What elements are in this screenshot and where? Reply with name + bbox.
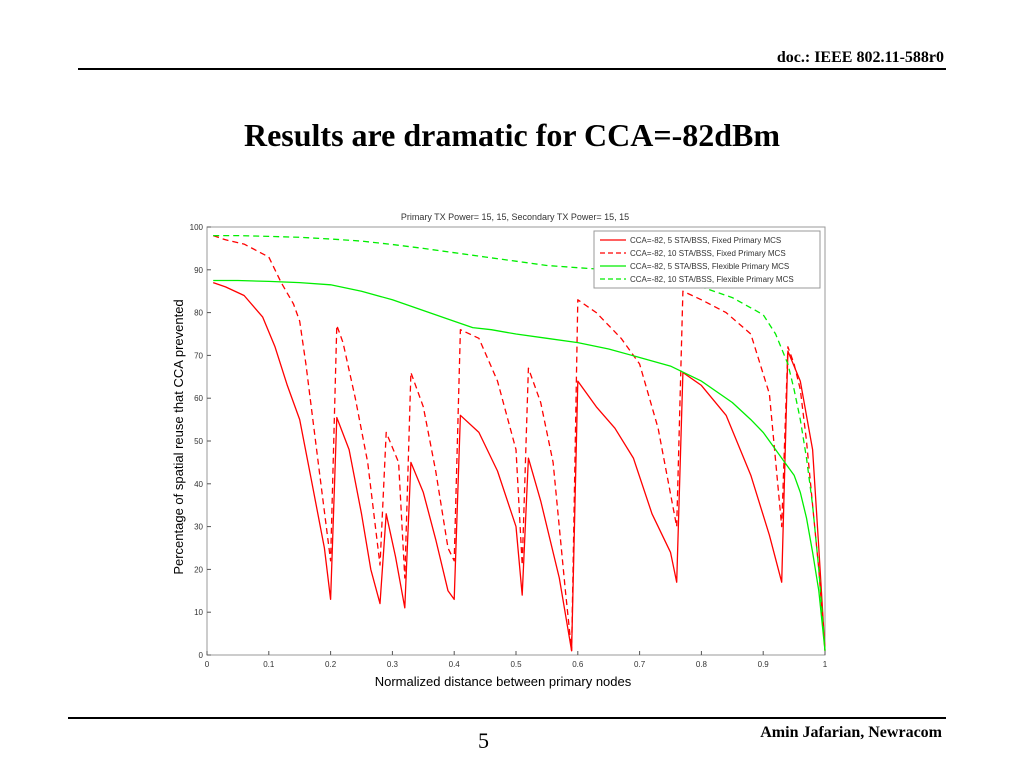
doc-id: doc.: IEEE 802.11-588r0 [776,49,944,66]
chart-legend: CCA=-82, 5 STA/BSS, Fixed Primary MCS CCA… [593,230,821,289]
y-tick-label: 0 [199,651,204,660]
y-tick-label: 30 [194,523,203,532]
y-tick-label: 50 [194,437,203,446]
legend-entry: CCA=-82, 5 STA/BSS, Fixed Primary MCS [630,236,781,245]
legend-entry: CCA=-82, 5 STA/BSS, Flexible Primary MCS [630,262,789,271]
x-tick-label: 0.8 [696,660,708,669]
y-tick-label: 10 [194,608,203,617]
x-tick-label: 0.5 [510,660,522,669]
x-tick-label: 0.6 [572,660,584,669]
y-tick-label: 70 [194,351,203,360]
x-tick-label: 0.9 [758,660,770,669]
x-tick-label: 1 [823,660,828,669]
series-line-3 [213,279,826,651]
y-tick-label: 100 [190,223,204,232]
series-line-4 [213,234,826,651]
x-tick-label: 0.3 [387,660,399,669]
slide-title: Results are dramatic for CCA=-82dBm [243,117,781,153]
footer-rule [68,717,946,719]
y-axis-label: Percentage of spatial reuse that CCA pre… [171,299,186,574]
legend-entry: CCA=-82, 10 STA/BSS, Flexible Primary MC… [630,275,794,284]
y-tick-label: 40 [194,480,203,489]
legend-entry: CCA=-82, 10 STA/BSS, Fixed Primary MCS [630,249,786,258]
page-number: 5 [478,728,489,753]
x-axis-label: Normalized distance between primary node… [375,674,632,689]
author-name: Amin Jafarian, Newracom [760,724,942,741]
plot-area [206,226,826,656]
x-tick-label: 0.4 [449,660,461,669]
x-tick-label: 0.1 [263,660,275,669]
x-tick-label: 0 [205,660,210,669]
chart-title: Primary TX Power= 15, 15, Secondary TX P… [401,212,629,222]
series-layer [212,234,826,652]
y-tick-label: 90 [194,266,203,275]
axis-ticks: 0 0.1 0.2 0.3 0.4 0.5 0.6 0.7 0.8 0.9 101020304050… [190,223,828,669]
legend-box [593,230,821,289]
header-rule [78,68,946,70]
x-tick-label: 0.7 [634,660,646,669]
series-line-1 [212,281,826,652]
y-tick-label: 60 [194,394,203,403]
series-line-2 [212,234,826,652]
y-tick-label: 80 [194,309,203,318]
y-tick-label: 20 [194,565,203,574]
x-tick-label: 0.2 [325,660,337,669]
